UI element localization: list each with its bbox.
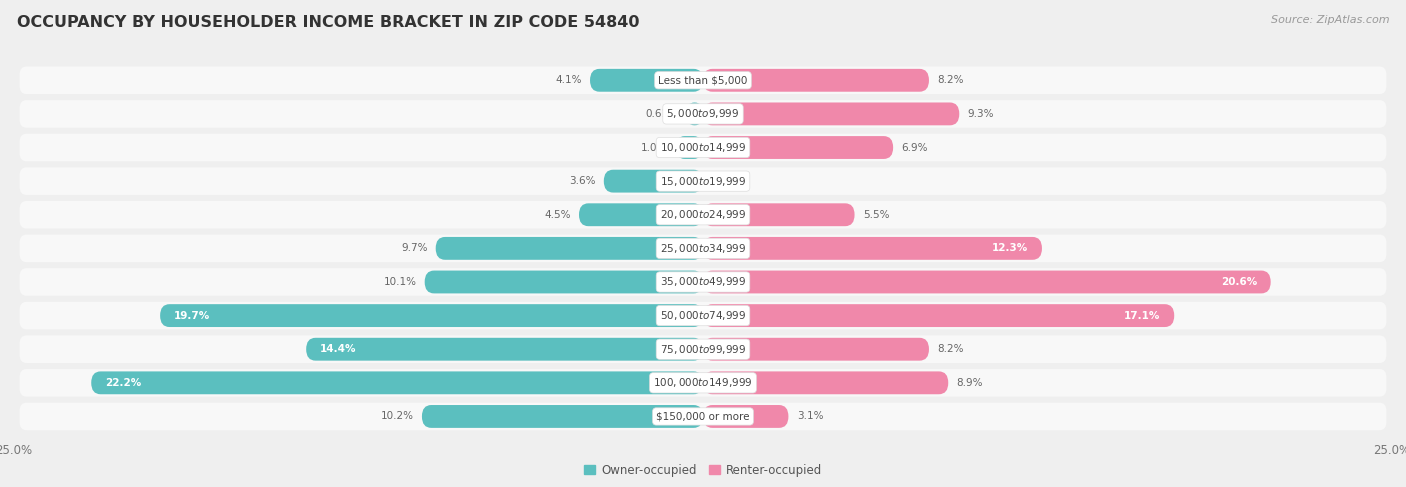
Text: $5,000 to $9,999: $5,000 to $9,999: [666, 108, 740, 120]
Text: 19.7%: 19.7%: [174, 311, 209, 320]
FancyBboxPatch shape: [675, 136, 703, 159]
FancyBboxPatch shape: [703, 271, 1271, 293]
Text: 8.2%: 8.2%: [938, 344, 963, 354]
Text: $15,000 to $19,999: $15,000 to $19,999: [659, 175, 747, 187]
FancyBboxPatch shape: [160, 304, 703, 327]
FancyBboxPatch shape: [20, 168, 1386, 195]
Text: 0.61%: 0.61%: [645, 109, 678, 119]
Text: 9.3%: 9.3%: [967, 109, 994, 119]
FancyBboxPatch shape: [703, 372, 948, 394]
Text: 8.2%: 8.2%: [938, 75, 963, 85]
FancyBboxPatch shape: [307, 338, 703, 361]
FancyBboxPatch shape: [686, 102, 703, 125]
FancyBboxPatch shape: [425, 271, 703, 293]
Text: $50,000 to $74,999: $50,000 to $74,999: [659, 309, 747, 322]
Text: $150,000 or more: $150,000 or more: [657, 412, 749, 421]
FancyBboxPatch shape: [703, 102, 959, 125]
FancyBboxPatch shape: [703, 405, 789, 428]
Text: $100,000 to $149,999: $100,000 to $149,999: [654, 376, 752, 389]
FancyBboxPatch shape: [703, 237, 1042, 260]
Text: 12.3%: 12.3%: [991, 244, 1028, 253]
FancyBboxPatch shape: [20, 134, 1386, 161]
Text: 4.1%: 4.1%: [555, 75, 582, 85]
FancyBboxPatch shape: [20, 235, 1386, 262]
Text: 3.6%: 3.6%: [569, 176, 596, 186]
Text: 9.7%: 9.7%: [401, 244, 427, 253]
FancyBboxPatch shape: [703, 204, 855, 226]
FancyBboxPatch shape: [703, 304, 1174, 327]
Text: 22.2%: 22.2%: [105, 378, 141, 388]
Text: 4.5%: 4.5%: [544, 210, 571, 220]
Text: Source: ZipAtlas.com: Source: ZipAtlas.com: [1271, 15, 1389, 25]
FancyBboxPatch shape: [20, 336, 1386, 363]
FancyBboxPatch shape: [20, 100, 1386, 128]
FancyBboxPatch shape: [436, 237, 703, 260]
Text: 1.0%: 1.0%: [641, 143, 668, 152]
FancyBboxPatch shape: [20, 201, 1386, 228]
FancyBboxPatch shape: [422, 405, 703, 428]
FancyBboxPatch shape: [20, 67, 1386, 94]
FancyBboxPatch shape: [603, 169, 703, 192]
Text: $20,000 to $24,999: $20,000 to $24,999: [659, 208, 747, 221]
Text: 5.5%: 5.5%: [863, 210, 890, 220]
Text: 20.6%: 20.6%: [1220, 277, 1257, 287]
Text: 0.0%: 0.0%: [711, 176, 738, 186]
FancyBboxPatch shape: [579, 204, 703, 226]
FancyBboxPatch shape: [20, 403, 1386, 430]
Legend: Owner-occupied, Renter-occupied: Owner-occupied, Renter-occupied: [579, 459, 827, 482]
Text: 6.9%: 6.9%: [901, 143, 928, 152]
Text: $10,000 to $14,999: $10,000 to $14,999: [659, 141, 747, 154]
Text: 14.4%: 14.4%: [321, 344, 357, 354]
FancyBboxPatch shape: [703, 338, 929, 361]
FancyBboxPatch shape: [703, 136, 893, 159]
Text: 17.1%: 17.1%: [1123, 311, 1160, 320]
Text: $35,000 to $49,999: $35,000 to $49,999: [659, 276, 747, 288]
Text: $25,000 to $34,999: $25,000 to $34,999: [659, 242, 747, 255]
Text: 10.2%: 10.2%: [381, 412, 413, 421]
FancyBboxPatch shape: [91, 372, 703, 394]
Text: $75,000 to $99,999: $75,000 to $99,999: [659, 343, 747, 356]
Text: OCCUPANCY BY HOUSEHOLDER INCOME BRACKET IN ZIP CODE 54840: OCCUPANCY BY HOUSEHOLDER INCOME BRACKET …: [17, 15, 640, 30]
Text: Less than $5,000: Less than $5,000: [658, 75, 748, 85]
FancyBboxPatch shape: [703, 69, 929, 92]
Text: 10.1%: 10.1%: [384, 277, 416, 287]
FancyBboxPatch shape: [20, 302, 1386, 329]
Text: 3.1%: 3.1%: [797, 412, 823, 421]
FancyBboxPatch shape: [20, 369, 1386, 396]
FancyBboxPatch shape: [20, 268, 1386, 296]
FancyBboxPatch shape: [591, 69, 703, 92]
Text: 8.9%: 8.9%: [956, 378, 983, 388]
